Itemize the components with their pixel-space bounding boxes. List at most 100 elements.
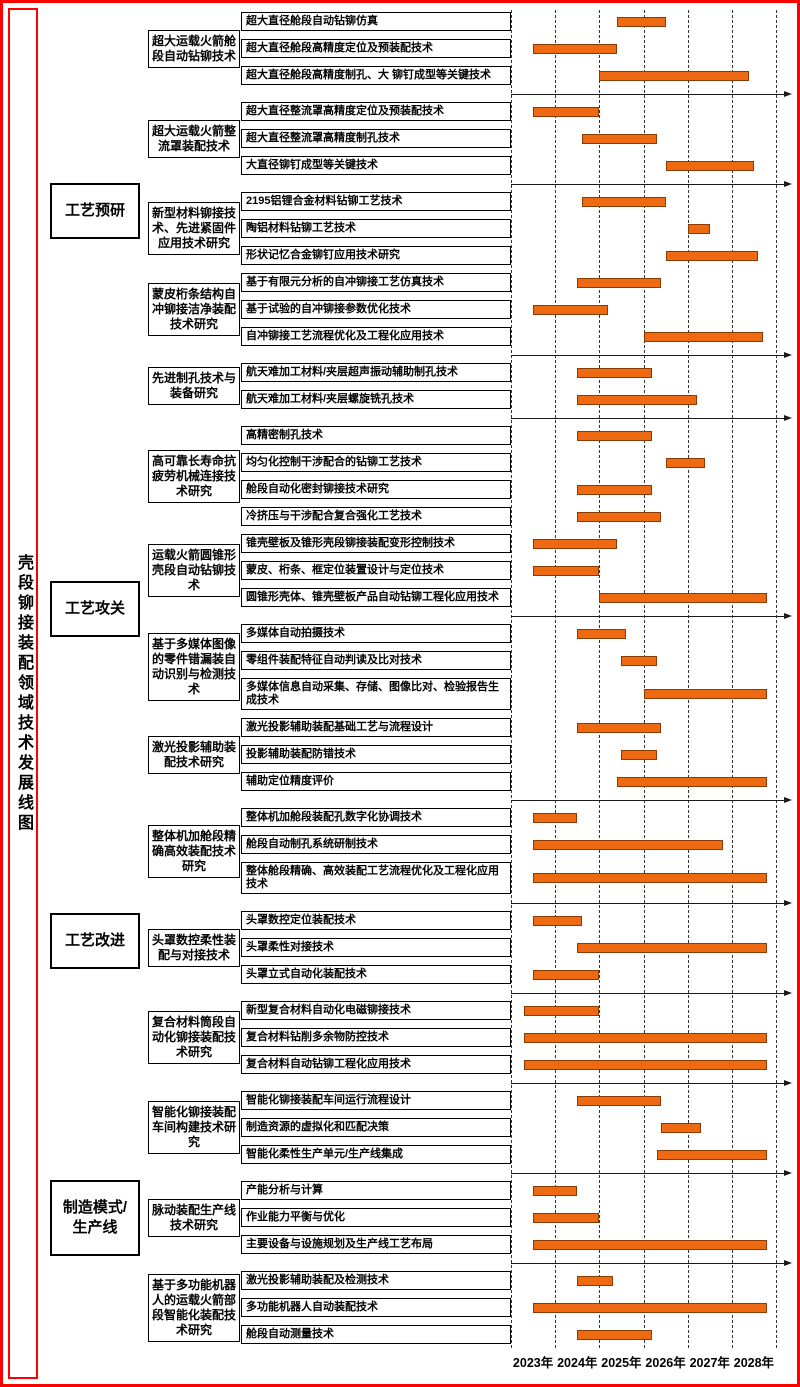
group-label: 新型材料铆接技术、先进紧固件应用技术研究 <box>148 202 240 255</box>
group-cell: 先进制孔技术与装备研究 <box>147 359 241 413</box>
item-label: 自冲铆接工艺流程优化及工程化应用技术 <box>241 327 511 346</box>
items-cell: 产能分析与计算 作业能力平衡与优化 主要设备与设施规划及生产线工艺布局 <box>241 1177 792 1258</box>
gantt-bar <box>577 430 653 441</box>
gantt-lane <box>511 129 792 148</box>
year-label: 2026年 <box>645 1356 686 1370</box>
item-row: 基于试验的自冲铆接参数优化技术 <box>241 296 792 323</box>
item-row: 蒙皮、桁条、框定位装置设计与定位技术 <box>241 557 792 584</box>
year-label: 2024年 <box>557 1356 598 1370</box>
item-label: 2195铝锂合金材料钻铆工艺技术 <box>241 192 511 211</box>
item-row: 圆锥形壳体、锥壳壁板产品自动钻铆工程化应用技术 <box>241 584 792 611</box>
arrow-line <box>511 799 786 801</box>
year-area <box>511 507 776 526</box>
year-area <box>511 129 776 148</box>
year-area <box>511 327 776 346</box>
item-row: 超大直径舱段高精度制孔、大 铆钉成型等关键技术 <box>241 62 792 89</box>
year-area <box>511 1091 776 1110</box>
item-row: 产能分析与计算 <box>241 1177 792 1204</box>
item-label: 制造资源的虚拟化和匹配决策 <box>241 1118 511 1137</box>
gantt-bar <box>577 277 662 288</box>
gantt-lane <box>511 808 792 827</box>
gantt-lane <box>511 39 792 58</box>
items-cell: 激光投影辅助装配及检测技术 多功能机器人自动装配技术 舱段自动测量技术 <box>241 1267 792 1348</box>
section-arrow <box>511 898 792 907</box>
year-area <box>511 192 776 211</box>
arrow-head-icon <box>784 90 792 97</box>
item-row: 头罩数控定位装配技术 <box>241 907 792 934</box>
item-row: 整体机加舱段装配孔数字化协调技术 <box>241 804 792 831</box>
arrow-line <box>511 902 786 904</box>
group-cell: 新型材料铆接技术、先进紧固件应用技术研究 <box>147 188 241 269</box>
year-area <box>511 1298 776 1317</box>
timeline-axis: 2023年 2024年 2025年 2026年 2027年 2028年 <box>511 1348 792 1370</box>
gantt-lane <box>511 327 792 346</box>
group-cell: 智能化铆接装配车间构建技术研究 <box>147 1087 241 1168</box>
gantt-lane <box>511 1001 792 1020</box>
arrow-line <box>511 1172 786 1174</box>
gantt-lane <box>511 911 792 930</box>
year-area <box>511 453 776 472</box>
year-area <box>511 561 776 580</box>
year-area <box>511 1235 776 1254</box>
gantt-bar <box>665 250 759 261</box>
item-row: 舱段自动测量技术 <box>241 1321 792 1348</box>
arrow-head-icon <box>784 1169 792 1176</box>
year-area <box>511 39 776 58</box>
year-area <box>511 1001 776 1020</box>
year-area <box>511 1325 776 1344</box>
group-label: 超大运载火箭整流罩装配技术 <box>148 119 240 158</box>
gantt-bar <box>577 484 653 495</box>
item-label: 智能化柔性生产单元/生产线集成 <box>241 1145 511 1164</box>
year-area <box>511 624 776 643</box>
items-cell: 激光投影辅助装配基础工艺与流程设计 投影辅助装配防错技术 辅助定位精度评价 <box>241 714 792 795</box>
vertical-title-strip: 壳段铆接装配领域技术发展线图 <box>8 8 38 1379</box>
gantt-lane <box>511 745 792 764</box>
roadmap-body: 超大运载火箭舱段自动钻铆技术 超大直径舱段自动钻铆仿真 超大直径舱段高精度定位及预装… <box>43 8 792 1379</box>
gantt-lane <box>511 480 792 499</box>
gantt-bar <box>577 942 768 953</box>
year-area <box>511 1055 776 1074</box>
item-row: 超大直径整流罩高精度制孔技术 <box>241 125 792 152</box>
year-area <box>511 1181 776 1200</box>
gantt-bar <box>577 367 653 378</box>
section-arrow <box>511 1078 792 1087</box>
axis-area: 2023年 2024年 2025年 2026年 2027年 2028年 <box>511 1348 776 1370</box>
gantt-bar <box>643 689 768 699</box>
group-cell: 复合材料筒段自动化铆接装配技术研究 <box>147 997 241 1078</box>
gantt-lane <box>511 192 792 211</box>
gantt-bar <box>533 873 768 883</box>
gantt-lane <box>511 651 792 670</box>
item-row: 航天难加工材料/夹层超声振动辅助制孔技术 <box>241 359 792 386</box>
year-area <box>511 938 776 957</box>
year-area <box>511 66 776 85</box>
year-area <box>511 102 776 121</box>
gantt-bar <box>533 43 617 54</box>
gantt-lane <box>511 390 792 409</box>
group-label: 运载火箭圆锥形壳段自动钻铆技术 <box>148 544 240 597</box>
item-label: 均匀化控制干涉配合的钻铆工艺技术 <box>241 453 511 472</box>
group-cell: 基于多功能机器人的运载火箭部段智能化装配技术研究 <box>147 1267 241 1348</box>
year-area <box>511 156 776 175</box>
section-arrow <box>511 413 792 422</box>
year-area <box>511 1271 776 1290</box>
item-row: 激光投影辅助装配及检测技术 <box>241 1267 792 1294</box>
item-label: 基于试验的自冲铆接参数优化技术 <box>241 300 511 319</box>
gantt-lane <box>511 1298 792 1317</box>
roadmap-grid: 超大运载火箭舱段自动钻铆技术 超大直径舱段自动钻铆仿真 超大直径舱段高精度定位及预装… <box>43 8 792 1370</box>
item-row: 新型复合材料自动化电磁铆接技术 <box>241 997 792 1024</box>
gantt-lane <box>511 1091 792 1110</box>
item-label: 头罩立式自动化装配技术 <box>241 965 511 984</box>
gantt-bar <box>524 1005 600 1016</box>
gantt-bar <box>533 565 600 576</box>
group-label: 整体机加舱段精确高效装配技术研究 <box>148 824 240 878</box>
gantt-lane <box>511 938 792 957</box>
group-label: 复合材料筒段自动化铆接装配技术研究 <box>148 1011 240 1064</box>
item-row: 头罩立式自动化装配技术 <box>241 961 792 988</box>
group-cell: 运载火箭圆锥形壳段自动钻铆技术 <box>147 530 241 611</box>
arrow-head-icon <box>784 1259 792 1266</box>
items-cell: 航天难加工材料/夹层超声振动辅助制孔技术 航天难加工材料/夹层螺旋铣孔技术 <box>241 359 792 413</box>
gantt-bar <box>665 457 706 468</box>
gantt-lane <box>511 561 792 580</box>
item-row: 激光投影辅助装配基础工艺与流程设计 <box>241 714 792 741</box>
